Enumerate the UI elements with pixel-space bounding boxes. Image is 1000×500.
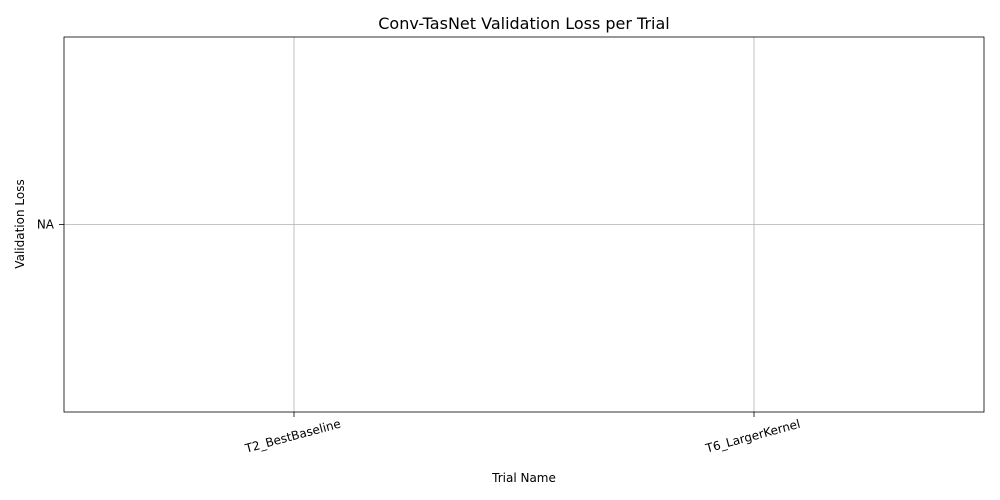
x-axis-label: Trial Name: [491, 471, 556, 485]
y-tick-label: NA: [37, 218, 55, 232]
chart-title: Conv-TasNet Validation Loss per Trial: [378, 14, 670, 33]
x-axis-ticks: T2_BestBaseline T6_LargerKernel: [243, 412, 802, 456]
plot-frame: [63, 36, 985, 413]
x-tick-label: T6_LargerKernel: [703, 417, 802, 456]
x-tick-label: T2_BestBaseline: [243, 417, 343, 456]
grid-layer: [64, 37, 984, 412]
y-axis-ticks: NA: [37, 218, 64, 232]
y-axis-label: Validation Loss: [13, 179, 27, 268]
